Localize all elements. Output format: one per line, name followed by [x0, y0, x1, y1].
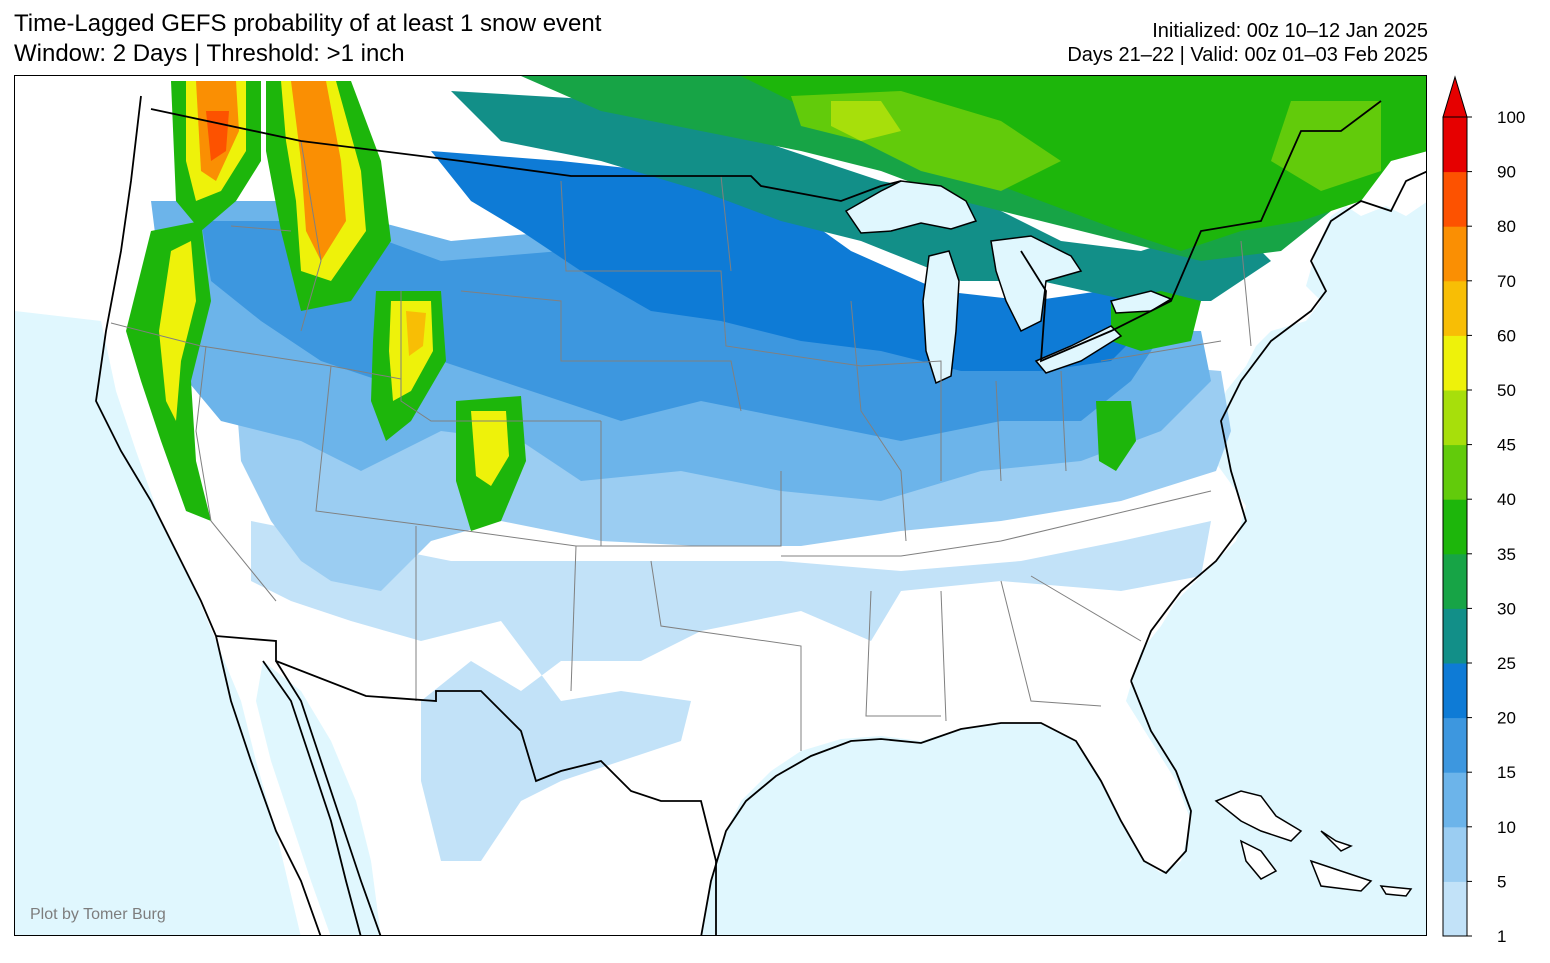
contour-wv-green: [1096, 401, 1136, 471]
colorbar-bin: [1443, 171, 1467, 227]
colorbar-bin: [1443, 226, 1467, 282]
contour-co-yellow: [471, 411, 509, 486]
lake-erie: [1034, 325, 1123, 374]
west-coast: [95, 95, 322, 935]
colorbar-tick-label: 30: [1497, 599, 1516, 618]
colorbar-tick-label: 45: [1497, 436, 1516, 455]
colorbar-bin: [1443, 663, 1467, 719]
colorbar-bin: [1443, 608, 1467, 664]
contour-15-20: [201, 221, 1171, 441]
colorbar-tick-label: 20: [1497, 709, 1516, 728]
map-subtitle: Window: 2 Days | Threshold: >1 inch: [14, 40, 405, 67]
colorbar-bin: [1443, 335, 1467, 391]
map-canvas: [15, 76, 1426, 935]
colorbar-tick-label: 40: [1497, 490, 1516, 509]
contour-1-5: [251, 521, 1211, 861]
credit-label: Plot by Tomer Burg: [30, 906, 166, 923]
colorbar-tick-label: 90: [1497, 163, 1516, 182]
colorbar-bin: [1443, 717, 1467, 773]
borders: [95, 95, 1426, 935]
colorbar-tick-label: 25: [1497, 654, 1516, 673]
colorbar-bin: [1443, 117, 1467, 173]
probability-shading: [126, 76, 1426, 861]
colorbar-bin: [1443, 772, 1467, 828]
gulf-coast: [700, 680, 1192, 935]
colorbar-bin: [1443, 826, 1467, 882]
contour-45-50: [831, 101, 901, 141]
colorbar-bin: [1443, 881, 1467, 937]
lake-huron: [990, 235, 1083, 333]
contour-idaho-orange: [291, 81, 346, 261]
valid-time: Days 21–22 | Valid: 00z 01–03 Feb 2025: [1067, 44, 1428, 66]
mexico-mainland-coast: [275, 660, 382, 935]
colorbar-bin: [1443, 280, 1467, 336]
map-title: Time-Lagged GEFS probability of at least…: [14, 10, 602, 37]
colorbar-bin: [1443, 553, 1467, 609]
colorbar-tick-label: 60: [1497, 326, 1516, 345]
east-coast: [1130, 170, 1426, 682]
pacific-inlet: [15, 311, 301, 935]
contour-nw-yellow: [159, 241, 196, 421]
colorbar-bins: [1442, 75, 1468, 937]
colorbar-tick-label: 1: [1497, 927, 1506, 945]
colorbar-outline: [1442, 116, 1468, 937]
snow-probability-map: [14, 75, 1427, 936]
lake-michigan: [922, 250, 960, 385]
colorbar-tick-label: 15: [1497, 763, 1516, 782]
contour-wy-orange: [406, 311, 426, 356]
colorbar-bin: [1443, 499, 1467, 555]
colorbar-tick-label: 50: [1497, 381, 1516, 400]
colorbar-tick-label: 100: [1497, 108, 1525, 127]
colorbar-bin: [1443, 444, 1467, 500]
us-canada-border: [150, 108, 902, 202]
contour-25-30: [451, 91, 1271, 301]
caribbean-islands: [1214, 790, 1413, 897]
contour-20-25: [431, 151, 1161, 371]
baja-coast: [262, 660, 362, 935]
colorbar-tick-label: 5: [1497, 872, 1506, 891]
us-canada-border-east: [1020, 100, 1382, 363]
gulf-of-california: [256, 661, 381, 935]
state-lines: [110, 140, 1252, 751]
colorbar-extend-arrow: [1442, 75, 1468, 118]
initialized-time: Initialized: 00z 10–12 Jan 2025: [1152, 20, 1428, 42]
lake-superior: [844, 180, 978, 234]
colorbar-tick-label: 35: [1497, 545, 1516, 564]
colorbar-bin: [1443, 390, 1467, 446]
us-mexico-border: [215, 635, 717, 935]
colorbar-tick-label: 70: [1497, 272, 1516, 291]
colorbar-tick-label: 10: [1497, 818, 1516, 837]
contour-40-45-east: [1271, 101, 1381, 191]
colorbar-tick-label: 80: [1497, 217, 1516, 236]
